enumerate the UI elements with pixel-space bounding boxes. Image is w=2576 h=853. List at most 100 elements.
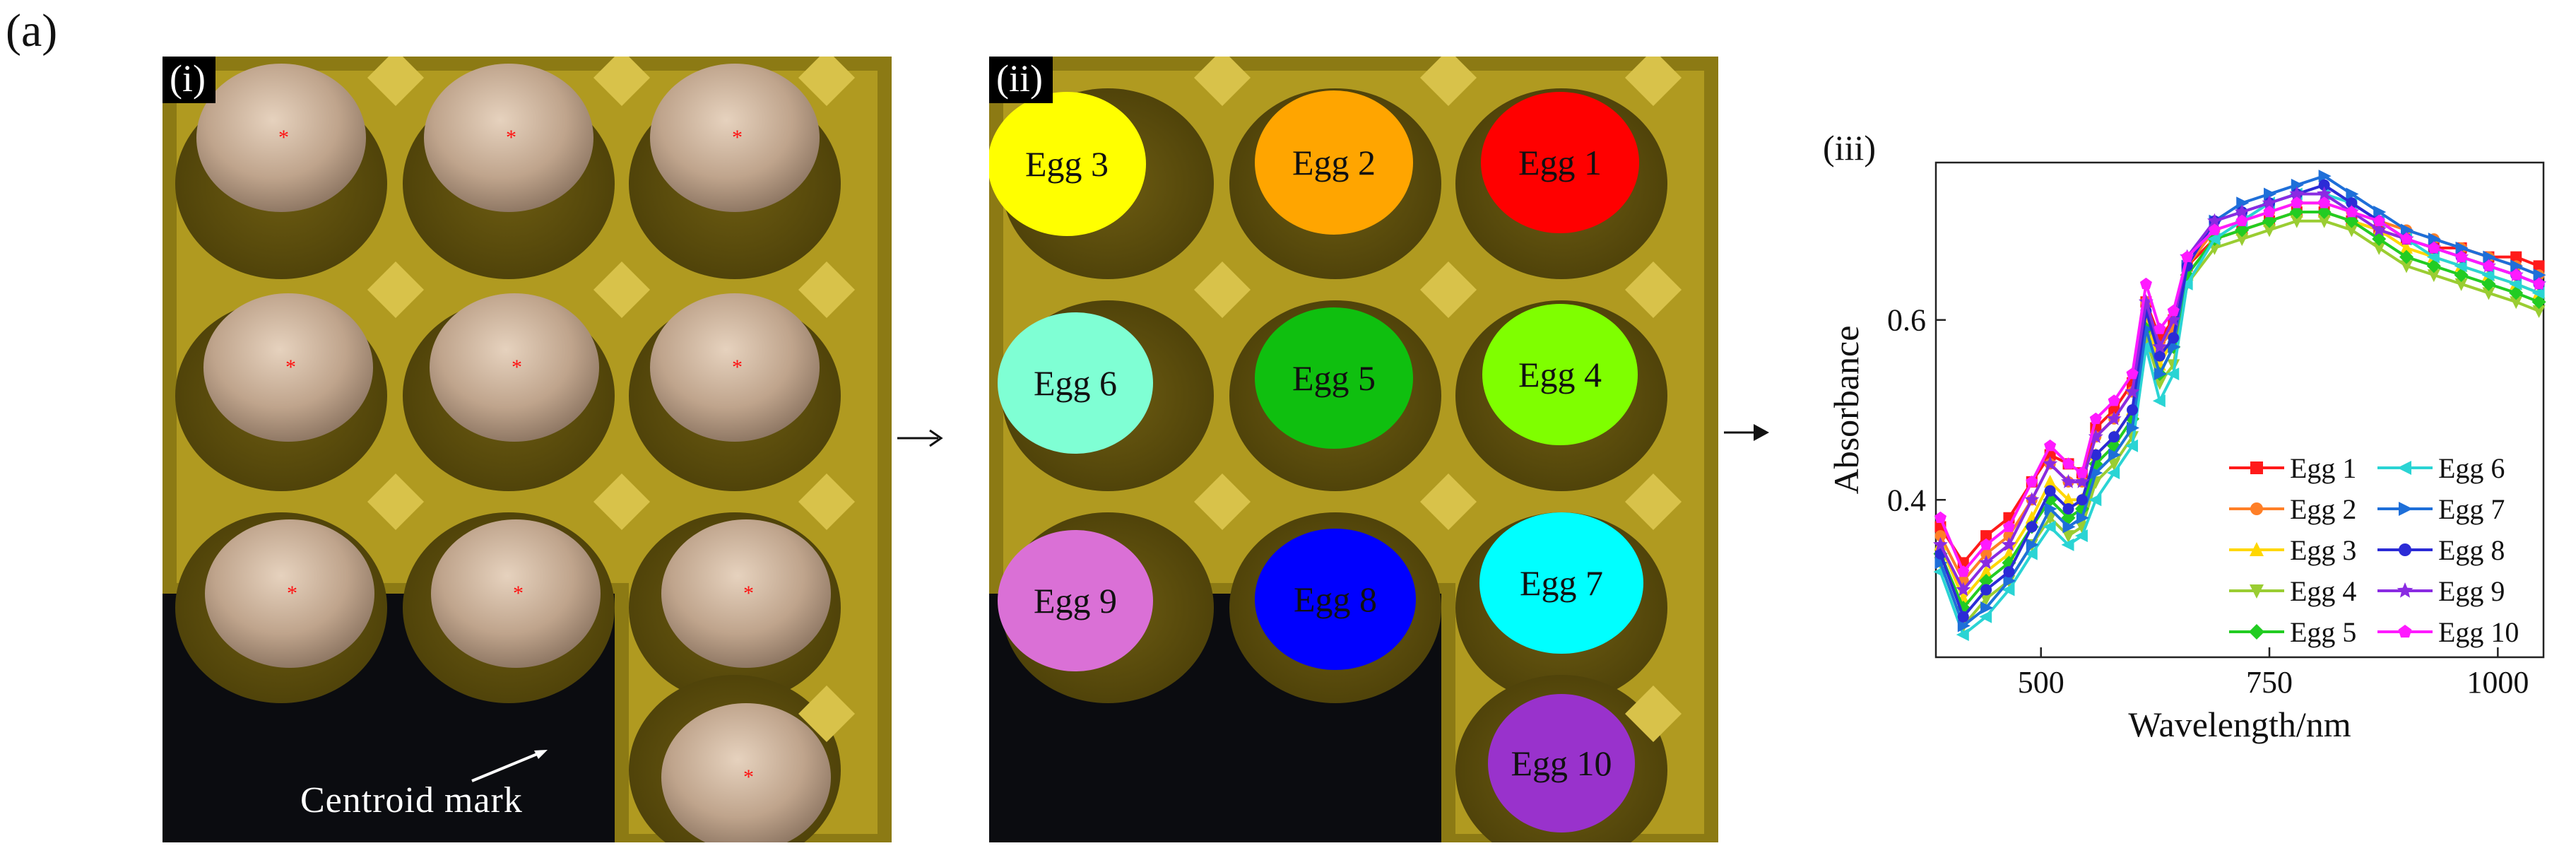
data-point	[2003, 574, 2016, 587]
data-point	[2345, 224, 2358, 237]
y-tick-label: 0.4	[1887, 483, 1926, 517]
segmented-egg	[1255, 307, 1413, 449]
legend-label: Egg 4	[2290, 575, 2356, 607]
data-point	[2317, 186, 2332, 201]
data-point	[2401, 223, 2414, 237]
data-point	[2510, 259, 2524, 273]
data-point	[1980, 538, 1992, 551]
legend-label: Egg 7	[2438, 493, 2505, 525]
data-point	[2044, 485, 2056, 497]
tray-divider	[1625, 261, 1682, 318]
tray-divider	[593, 261, 650, 318]
data-point	[2346, 197, 2358, 209]
egg-label: Egg 10	[1511, 743, 1612, 783]
data-point	[1980, 548, 1992, 560]
egg-label: Egg 6	[1033, 363, 1118, 403]
data-point	[2264, 187, 2277, 201]
data-point	[1979, 610, 1992, 623]
segmented-egg	[1482, 304, 1638, 445]
data-point	[2250, 461, 2263, 474]
centroid-mark: *	[278, 126, 289, 149]
data-point	[2426, 259, 2441, 273]
legend-label: Egg 9	[2438, 575, 2505, 607]
data-point	[2454, 259, 2467, 273]
data-point	[2076, 511, 2089, 524]
data-point	[2428, 241, 2440, 254]
egg-tray-photo: * * * * * * * * * *	[163, 57, 892, 842]
legend-label: Egg 6	[2438, 452, 2505, 484]
data-point	[2062, 493, 2075, 506]
data-point	[1979, 573, 1994, 588]
egg-photo	[203, 293, 373, 442]
data-point	[2346, 187, 2359, 201]
tray-divider	[798, 686, 855, 742]
data-point	[2153, 350, 2166, 362]
arrow-right-icon	[897, 429, 943, 447]
data-point	[1980, 593, 1993, 606]
data-point	[2108, 458, 2121, 471]
figure-label: (a)	[6, 5, 58, 57]
legend-label: Egg 1	[2290, 452, 2356, 484]
data-point	[1933, 536, 1948, 551]
segmented-egg	[998, 312, 1153, 454]
data-point	[2043, 493, 2057, 507]
data-point	[2262, 195, 2277, 210]
y-axis-label: Absorbance	[1826, 326, 1866, 495]
data-point	[2061, 538, 2074, 551]
centroid-mark: *	[743, 582, 754, 605]
data-point	[2088, 493, 2102, 507]
data-point	[2481, 269, 2495, 282]
data-point	[2043, 474, 2057, 488]
data-point	[2044, 439, 2057, 452]
egg-photo	[661, 703, 831, 842]
tray-divider	[1420, 473, 1477, 530]
data-point	[2317, 215, 2331, 228]
tray-divider	[798, 261, 855, 318]
data-point	[2318, 170, 2332, 183]
data-point	[2126, 367, 2139, 380]
data-point	[2454, 278, 2468, 291]
data-point	[2206, 213, 2222, 228]
data-point	[2003, 566, 2015, 578]
legend-label: Egg 5	[2290, 616, 2356, 648]
data-point	[2090, 466, 2103, 480]
absorbance-chart: 500 750 1000 0.4 0.6 Wavelength/nm Absorbance (…	[1809, 128, 2576, 770]
data-point	[2482, 259, 2495, 271]
centroid-mark: *	[732, 126, 743, 149]
data-point	[2427, 269, 2440, 283]
panel-iii-tag: (iii)	[1823, 134, 1876, 167]
data-point	[2345, 206, 2358, 218]
tray-divider	[798, 473, 855, 530]
data-point	[2533, 269, 2546, 282]
x-tick-label: 1000	[2466, 665, 2529, 700]
data-point	[2454, 268, 2469, 283]
data-point	[2235, 223, 2250, 237]
data-point	[2249, 624, 2264, 640]
legend-label: Egg 2	[2290, 493, 2356, 525]
data-point	[1957, 619, 1971, 633]
data-point	[2076, 466, 2088, 478]
data-point	[2236, 196, 2250, 210]
data-point	[2250, 584, 2264, 599]
data-point	[2107, 466, 2120, 480]
egg-photo	[650, 64, 820, 212]
y-tick-label: 0.6	[1887, 303, 1926, 338]
data-point	[2291, 196, 2303, 208]
egg-photo	[650, 293, 820, 442]
centroid-mark-label: Centroid mark	[300, 780, 523, 820]
data-point	[2207, 233, 2221, 246]
data-point	[2089, 412, 2102, 425]
data-point	[2510, 251, 2522, 263]
tray-divider	[367, 261, 424, 318]
data-point	[1934, 530, 1946, 542]
data-point	[2127, 404, 2139, 416]
data-point	[2235, 214, 2248, 227]
data-point	[1957, 611, 1969, 623]
data-point	[2002, 555, 2016, 570]
data-point	[2061, 510, 2076, 525]
data-point	[2290, 215, 2303, 228]
data-point	[1978, 555, 1994, 570]
data-point	[2168, 340, 2181, 353]
data-point	[2234, 204, 2250, 218]
segmented-egg	[1479, 512, 1643, 654]
